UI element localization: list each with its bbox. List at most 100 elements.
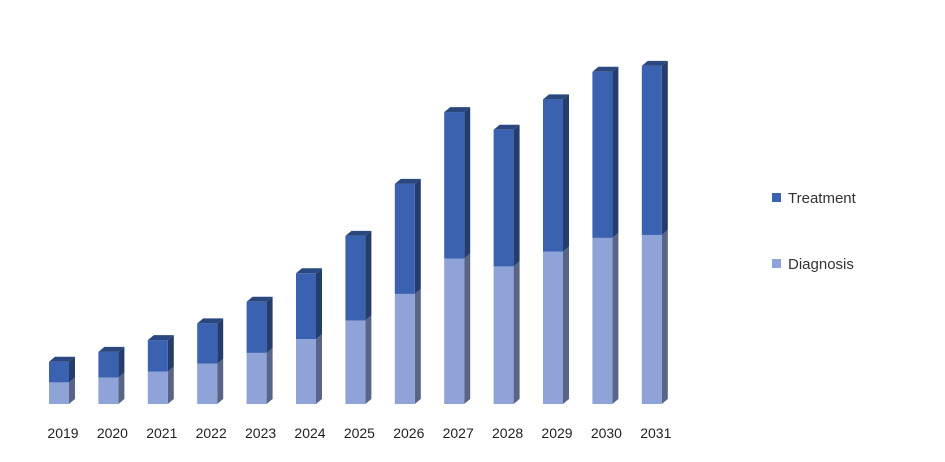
bar-top-treatment-2031: [641, 60, 668, 66]
bar-treatment-2026: [394, 183, 415, 294]
bar-diagnosis-2029: [543, 251, 563, 404]
bar-group-2023: [246, 296, 273, 404]
bar-top-treatment-2024: [296, 268, 322, 274]
bar-diagnosis-2025: [345, 320, 366, 404]
x-tick-label-2030: 2030: [591, 425, 622, 441]
bar-diagnosis-2022: [197, 363, 218, 404]
x-tick-label-2022: 2022: [196, 425, 227, 441]
bar-group-2031: [641, 60, 668, 404]
bars-layer: [49, 60, 668, 404]
bar-diagnosis-2020: [98, 377, 119, 404]
bar-side-treatment-2024: [316, 268, 322, 340]
bar-top-treatment-2020: [98, 346, 125, 352]
bar-treatment-2024: [296, 273, 316, 340]
bar-side-treatment-2030: [612, 66, 619, 238]
x-tick-label-2031: 2031: [640, 425, 671, 441]
bar-treatment-2021: [147, 340, 168, 372]
bar-diagnosis-2027: [444, 258, 465, 404]
bar-side-treatment-2023: [266, 296, 273, 353]
bar-side-treatment-2028: [513, 124, 520, 267]
bar-top-treatment-2022: [197, 318, 224, 324]
bar-side-treatment-2019: [69, 356, 75, 383]
bar-treatment-2020: [98, 351, 119, 378]
bar-treatment-2019: [49, 361, 69, 383]
legend-swatch-treatment: [772, 193, 781, 202]
x-tick-label-2025: 2025: [344, 425, 375, 441]
legend: Treatment Diagnosis: [772, 190, 857, 273]
bar-group-2020: [98, 346, 125, 404]
bar-side-treatment-2025: [365, 230, 372, 321]
bar-side-diagnosis-2025: [365, 315, 372, 404]
bar-side-diagnosis-2022: [217, 358, 224, 404]
bar-treatment-2028: [493, 129, 514, 267]
bar-side-diagnosis-2021: [167, 366, 174, 404]
x-tick-label-2021: 2021: [146, 425, 177, 441]
bar-side-diagnosis-2020: [118, 372, 125, 404]
bar-group-2019: [49, 356, 75, 404]
bar-group-2027: [444, 107, 471, 404]
bar-treatment-2025: [345, 235, 366, 321]
bar-treatment-2029: [543, 99, 563, 252]
bar-side-diagnosis-2027: [464, 253, 471, 404]
legend-label-treatment: Treatment: [788, 190, 857, 207]
bar-side-diagnosis-2031: [661, 229, 668, 404]
bar-top-treatment-2030: [592, 66, 619, 72]
bar-group-2021: [147, 335, 174, 404]
bar-side-treatment-2031: [661, 60, 668, 235]
x-tick-label-2026: 2026: [393, 425, 424, 441]
bar-treatment-2030: [592, 71, 613, 238]
bar-diagnosis-2023: [246, 352, 267, 404]
bar-top-treatment-2019: [49, 356, 75, 362]
bar-top-treatment-2028: [493, 124, 520, 130]
bar-diagnosis-2019: [49, 382, 69, 404]
bar-diagnosis-2021: [147, 371, 168, 404]
bar-side-diagnosis-2019: [69, 377, 75, 404]
x-tick-label-2019: 2019: [47, 425, 78, 441]
bar-diagnosis-2024: [296, 339, 316, 404]
bar-top-treatment-2029: [543, 94, 569, 100]
x-tick-label-2020: 2020: [97, 425, 128, 441]
bar-group-2028: [493, 124, 520, 404]
bar-group-2026: [394, 178, 421, 404]
bar-group-2024: [296, 268, 322, 404]
bar-side-treatment-2027: [464, 107, 471, 259]
bar-diagnosis-2028: [493, 266, 514, 404]
bar-side-treatment-2022: [217, 318, 224, 364]
bar-side-diagnosis-2029: [563, 246, 569, 404]
bar-treatment-2023: [246, 301, 267, 353]
bar-top-treatment-2021: [147, 335, 174, 341]
bar-treatment-2022: [197, 323, 218, 364]
bar-side-treatment-2029: [563, 94, 569, 252]
x-tick-label-2023: 2023: [245, 425, 276, 441]
bar-top-treatment-2027: [444, 107, 471, 113]
bar-diagnosis-2031: [641, 234, 662, 404]
bar-group-2030: [592, 66, 619, 404]
bar-side-treatment-2021: [167, 335, 174, 372]
x-tick-label-2024: 2024: [294, 425, 325, 441]
bar-side-diagnosis-2030: [612, 232, 619, 404]
bar-top-treatment-2025: [345, 230, 372, 236]
bar-side-diagnosis-2026: [414, 288, 421, 404]
bar-top-treatment-2023: [246, 296, 273, 302]
bar-diagnosis-2026: [394, 293, 415, 404]
bar-group-2025: [345, 230, 372, 404]
bar-side-treatment-2020: [118, 346, 125, 378]
bar-side-diagnosis-2024: [316, 334, 322, 404]
x-tick-label-2028: 2028: [492, 425, 523, 441]
bar-treatment-2027: [444, 112, 465, 259]
x-tick-label-2027: 2027: [443, 425, 474, 441]
bar-side-diagnosis-2028: [513, 261, 520, 404]
bar-group-2029: [543, 94, 569, 404]
bar-side-treatment-2026: [414, 178, 421, 294]
bar-diagnosis-2030: [592, 237, 613, 404]
bar-group-2022: [197, 318, 224, 404]
x-tick-label-2029: 2029: [541, 425, 572, 441]
legend-label-diagnosis: Diagnosis: [788, 256, 854, 273]
legend-swatch-diagnosis: [772, 259, 781, 268]
bar-top-treatment-2026: [394, 178, 421, 184]
x-axis-tick-labels: 2019 2020 2021 2022 2023 2024 2025 2026 2027 2028…: [47, 425, 671, 441]
bar-treatment-2031: [641, 65, 662, 235]
bar-side-diagnosis-2023: [266, 347, 273, 404]
